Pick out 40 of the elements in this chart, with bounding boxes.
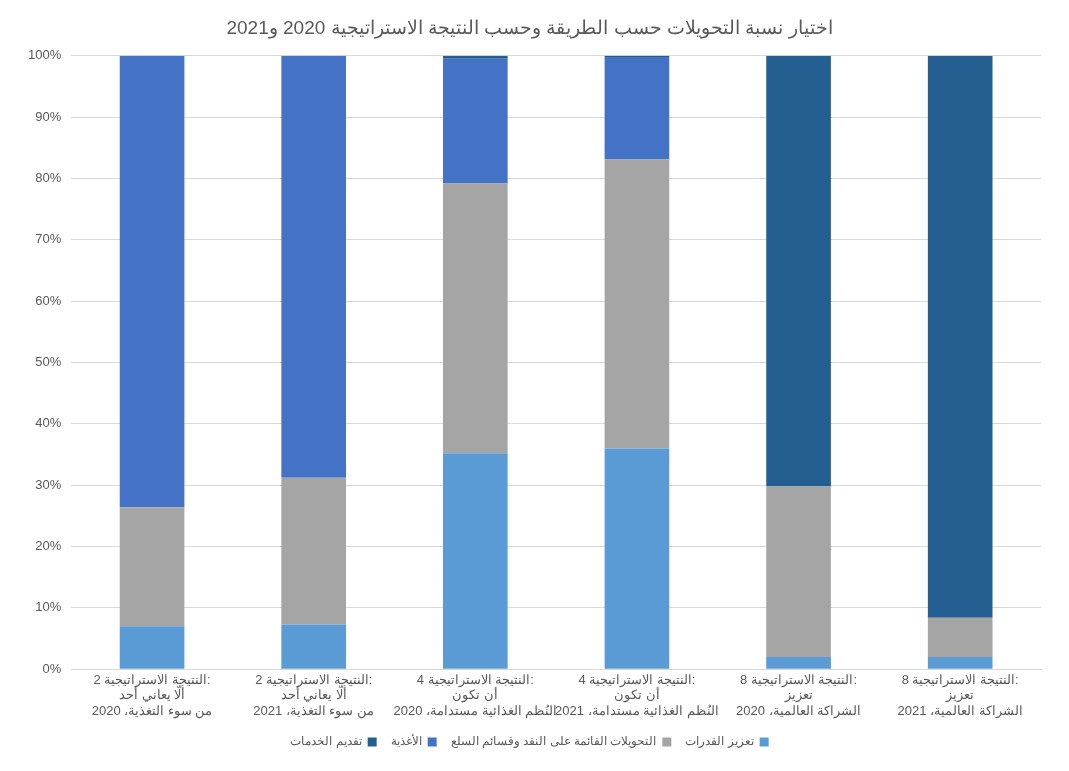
- bar: [766, 656, 831, 669]
- x-tick-label: النتيجة الاستراتيجية 4: أن تكون النُظم الغذائية مستدامة، 2021: [555, 671, 719, 719]
- legend-label: التحويلات القائمة على النقد وقسائم السلع: [450, 734, 657, 749]
- bar: [766, 55, 831, 487]
- legend-label: تعزيز القدرات: [685, 734, 754, 749]
- x-tick-label: النتيجة الاستراتيجية 2: ألّا يعاني أحد من سوء التغذية، 2020: [91, 671, 213, 719]
- x-tick-label: النتيجة الاستراتيجية 2: ألّا يعاني أحد من سوء التغذية، 2021: [253, 671, 375, 719]
- bar: [442, 55, 508, 59]
- y-tick-label: 60%: [35, 292, 62, 308]
- bar: [119, 626, 185, 669]
- y-tick-label: 70%: [35, 231, 62, 247]
- bar: [927, 617, 993, 657]
- legend-label: الأغذية: [390, 733, 422, 749]
- y-tick-label: 30%: [35, 476, 62, 492]
- bar: [119, 507, 185, 627]
- y-tick-label: 100%: [28, 47, 62, 63]
- bar: [604, 57, 670, 160]
- bar: [442, 453, 508, 669]
- x-tick-label: النتيجة الاستراتيجية 8: تعزيز الشراكة العالمية، 2021: [897, 671, 1023, 719]
- y-tick-label: 40%: [35, 415, 62, 431]
- y-tick-label: 80%: [35, 170, 62, 186]
- x-tick-label: النتيجة الاستراتيجية 8: تعزيز الشراكة العالمية، 2020: [735, 671, 862, 719]
- y-tick-label: 20%: [35, 538, 62, 554]
- bar: [442, 183, 508, 454]
- legend-label: تقديم الخدمات: [290, 734, 362, 749]
- bar: [766, 486, 831, 657]
- y-tick-label: 50%: [35, 354, 62, 370]
- bar: [927, 55, 993, 618]
- y-tick-label: 90%: [35, 108, 62, 124]
- bar: [927, 656, 993, 669]
- bar: [604, 448, 670, 669]
- bar: [604, 159, 670, 449]
- bar: [119, 55, 185, 508]
- y-tick-label: 0%: [42, 660, 62, 676]
- y-tick-label: 10%: [35, 599, 62, 615]
- bar: [281, 477, 347, 625]
- bar: [281, 624, 347, 669]
- bar: [442, 58, 508, 184]
- chart-title: اختيار نسبة التحويلات حسب الطريقة وحسب النتيجة الاستراتيجية 2020 و2021: [226, 16, 833, 39]
- bar: [281, 55, 347, 478]
